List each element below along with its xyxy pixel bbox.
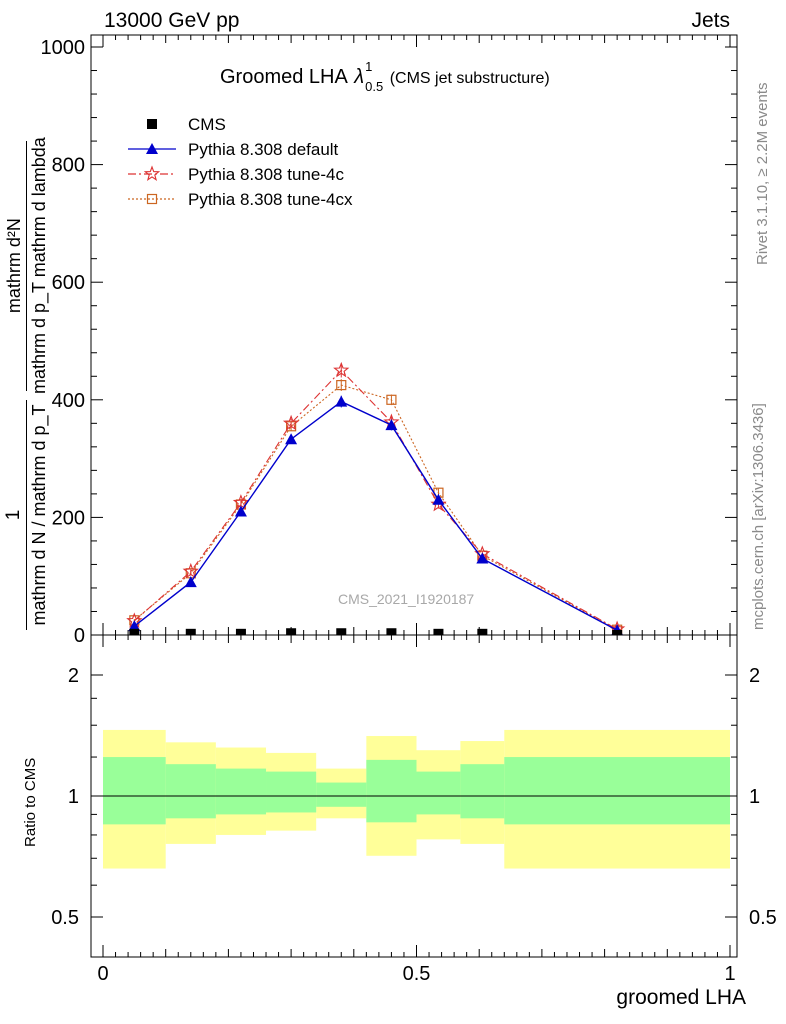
- plot-title-main: Groomed LHA: [220, 66, 347, 88]
- ratio-ytick-label-right: 0.5: [749, 907, 777, 929]
- main-ytick-label: 200: [52, 507, 85, 529]
- legend-label-cms: CMS: [188, 115, 226, 134]
- ratio-band-inner-3: [266, 771, 317, 813]
- plot-title-note: (CMS jet substructure): [389, 70, 550, 87]
- data-point-cms: [477, 628, 488, 635]
- ratio-ytick-label-left: 2: [68, 665, 79, 687]
- ratio-ytick-label-right: 2: [749, 665, 760, 687]
- data-point-default: [432, 493, 445, 505]
- ratio-band-inner-4: [316, 782, 367, 807]
- rivet-side-label: Rivet 3.1.10, ≥ 2.2M events: [754, 82, 771, 266]
- ratio-y-axis-label: Ratio to CMS: [22, 757, 39, 847]
- main-ytick-label: 800: [52, 155, 85, 177]
- data-point-default: [285, 433, 298, 445]
- data-point-cms: [433, 628, 444, 635]
- ratio-band-inner-1: [165, 764, 216, 819]
- main-ytick-label: 1000: [41, 37, 86, 59]
- plot-title: Groomed LHA λ 1 0.5 (CMS jet substructure): [220, 59, 550, 94]
- ratio-ytick-label-left: 0.5: [51, 907, 79, 929]
- main-ytick-label: 0: [74, 625, 85, 647]
- y-label-main-den: mathrm d p_T mathrm d lambda: [29, 137, 49, 394]
- ratio-band-inner-8: [504, 757, 730, 825]
- data-point-default: [335, 395, 348, 407]
- main-ytick-label: 600: [52, 272, 85, 294]
- ratio-band-inner-2: [215, 768, 267, 815]
- data-point-default: [385, 419, 398, 431]
- y-label-frac-num: 1: [3, 509, 24, 521]
- ratio-band-inner-6: [416, 771, 461, 815]
- mcplots-side-label: mcplots.cern.ch [arXiv:1306.3436]: [750, 403, 767, 630]
- data-point-tune4c: [182, 562, 199, 579]
- axes-frames: 0 200 400 600 800 1000 0 0.5 1 0.5 0.5 1 1 2 2: [41, 34, 777, 985]
- header-beam-label: 13000 GeV pp: [104, 9, 240, 32]
- data-point-tune4c: [282, 414, 300, 431]
- data-point-default: [476, 552, 489, 564]
- legend-label-tune4c: Pythia 8.308 tune-4c: [188, 165, 344, 184]
- data-point-tune4cx: [336, 380, 347, 391]
- plot-title-sup: 1: [365, 58, 373, 74]
- ratio-xtick-label: 0: [97, 963, 108, 985]
- ratio-ytick-label-right: 1: [749, 786, 760, 808]
- legend-marker-tune4c: [143, 165, 161, 181]
- ratio-band-inner-0: [103, 757, 166, 825]
- main-ytick-label: 400: [52, 390, 85, 412]
- legend-marker-tune4cx: [146, 193, 158, 205]
- plot-title-sub: 0.5: [365, 78, 384, 94]
- ratio-ytick-label-left: 1: [68, 786, 79, 808]
- ratio-uncertainty-bands: [103, 729, 730, 869]
- data-point-default: [184, 576, 197, 588]
- data-point-tune4c: [430, 495, 447, 512]
- legend-marker-cms: [147, 119, 157, 129]
- ratio-xtick-label: 0.5: [403, 963, 431, 985]
- data-point-tune4c: [333, 361, 350, 378]
- legend-label-default: Pythia 8.308 default: [188, 140, 339, 159]
- plot-title-lambda: λ: [354, 66, 365, 88]
- legend: CMS Pythia 8.308 default Pythia 8.308 tune…: [128, 115, 353, 209]
- x-axis-label: groomed LHA: [616, 986, 746, 1009]
- ratio-band-inner-7: [460, 764, 505, 819]
- ratio-xtick-label: 1: [724, 963, 735, 985]
- legend-marker-default: [146, 143, 158, 154]
- main-y-axis-label: 1 mathrm d N / mathrm d p_T mathrm d²N m…: [3, 137, 49, 630]
- data-point-default: [128, 620, 141, 632]
- y-label-frac-den: mathrm d N / mathrm d p_T: [29, 404, 49, 626]
- header-category-label: Jets: [691, 9, 730, 32]
- data-point-cms: [129, 628, 140, 635]
- data-point-tune4cx: [386, 394, 397, 405]
- analysis-watermark: CMS_2021_I1920187: [338, 591, 475, 607]
- legend-label-tune4cx: Pythia 8.308 tune-4cx: [188, 190, 353, 209]
- ratio-band-inner-5: [366, 759, 417, 823]
- data-point-default: [234, 505, 247, 517]
- y-label-main-num: mathrm d²N: [4, 218, 24, 314]
